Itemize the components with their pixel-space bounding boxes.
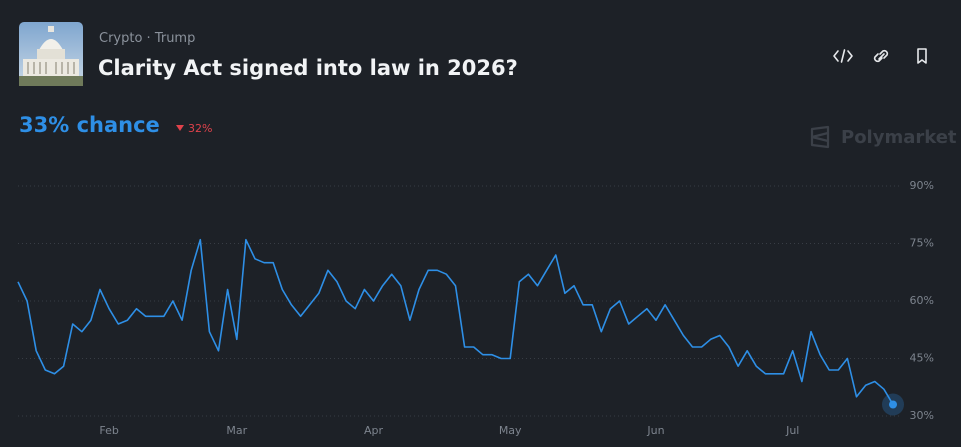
breadcrumb[interactable]: Crypto · Trump — [99, 31, 196, 46]
x-tick-label: Mar — [226, 424, 247, 437]
market-image — [19, 22, 83, 86]
brand: Polymarket — [841, 127, 957, 148]
y-tick-label: 30% — [910, 409, 934, 422]
link-button[interactable] — [873, 49, 889, 63]
x-tick-label: Jun — [646, 424, 664, 437]
market-title: Clarity Act signed into law in 2026? — [98, 56, 518, 80]
chance: 33% chance — [19, 113, 160, 137]
y-tick-label: 45% — [910, 352, 934, 365]
embed-button[interactable] — [833, 49, 853, 63]
bookmark-button[interactable] — [917, 48, 927, 64]
last-point — [889, 400, 897, 409]
toolbar — [833, 48, 927, 64]
x-tick-label: May — [499, 424, 522, 437]
y-tick-label: 90% — [910, 179, 934, 192]
brand-logo — [810, 125, 830, 149]
change: 32% — [176, 122, 212, 135]
y-tick-label: 75% — [910, 237, 934, 250]
y-tick-label: 60% — [910, 294, 934, 307]
x-tick-label: Feb — [99, 424, 118, 437]
x-tick-label: Jul — [785, 424, 799, 437]
x-tick-label: Apr — [364, 424, 384, 437]
price-line — [17, 238, 894, 405]
